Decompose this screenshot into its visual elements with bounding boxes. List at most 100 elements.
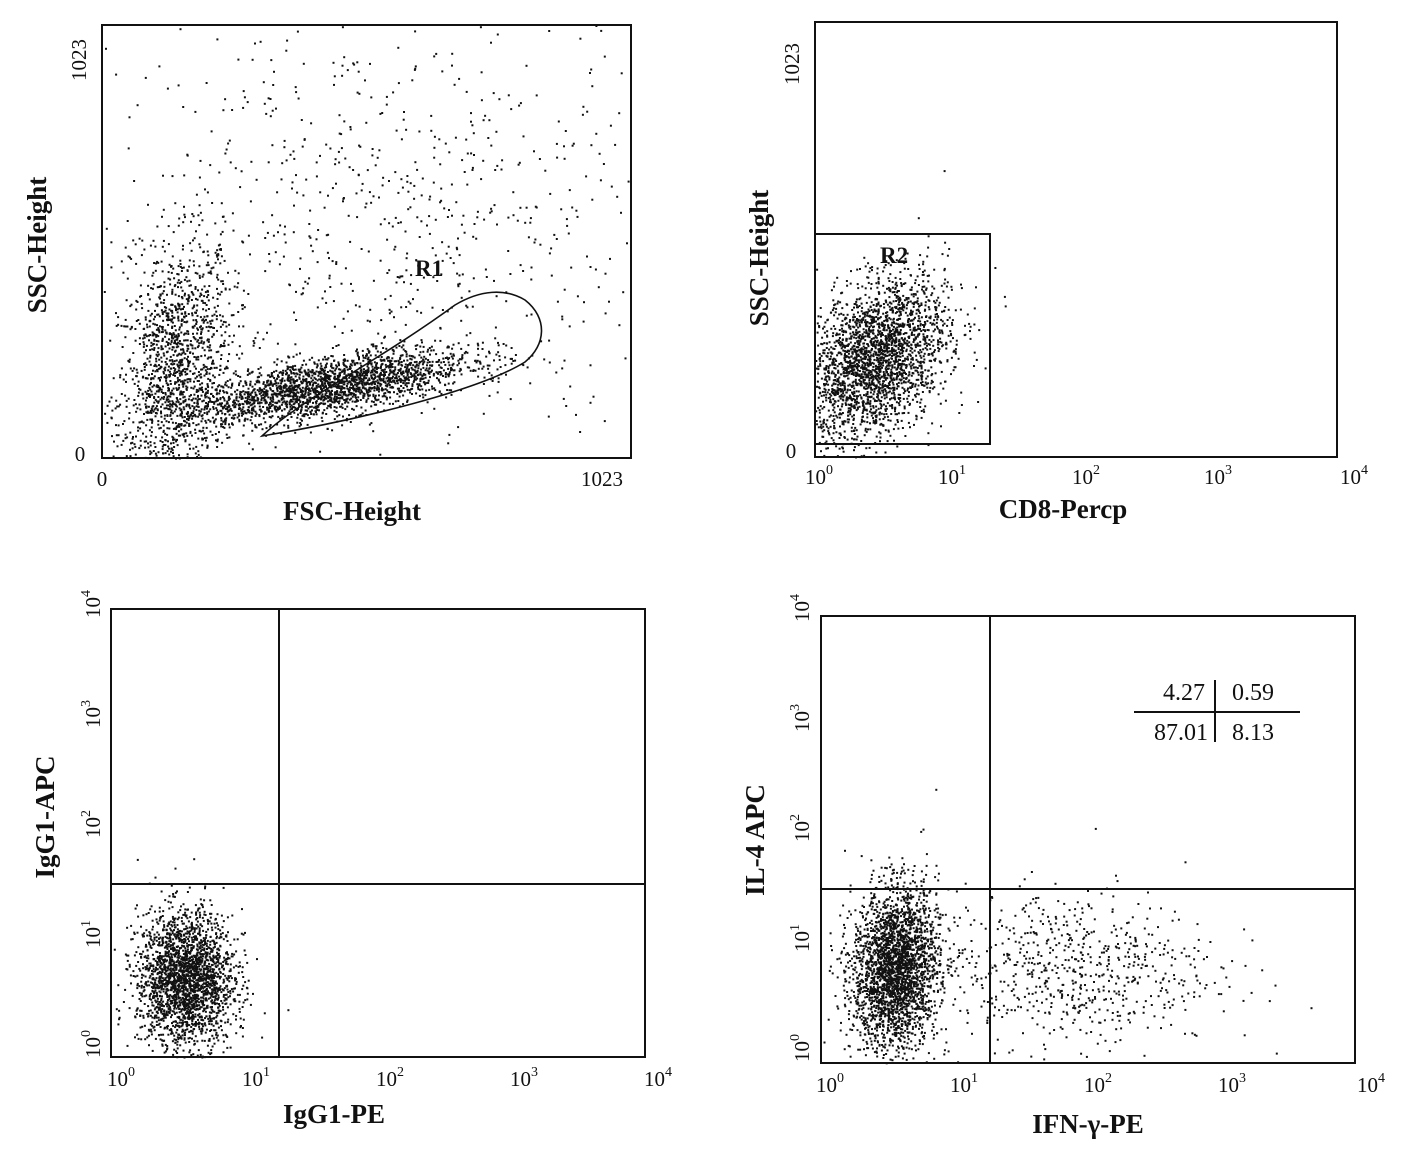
event-dot xyxy=(139,408,142,411)
event-dot xyxy=(203,412,206,414)
event-dot xyxy=(866,361,869,364)
event-dot xyxy=(585,175,588,178)
event-dot xyxy=(316,306,319,309)
event-dot xyxy=(155,328,158,331)
event-dot xyxy=(221,441,224,444)
event-dot xyxy=(307,394,310,397)
event-dot xyxy=(208,397,211,400)
event-dot xyxy=(563,288,566,291)
event-dot xyxy=(406,180,409,183)
event-dot xyxy=(597,286,600,289)
event-dot xyxy=(333,406,336,408)
event-dot xyxy=(482,383,485,385)
event-dot xyxy=(240,170,243,173)
event-dot xyxy=(305,385,308,388)
event-dot xyxy=(179,282,181,285)
event-dot xyxy=(207,401,210,403)
event-dot xyxy=(921,288,923,291)
event-dot xyxy=(236,389,239,392)
event-dot xyxy=(335,182,337,185)
event-dot xyxy=(168,405,171,408)
event-dot xyxy=(411,368,414,371)
event-dot xyxy=(408,379,410,382)
event-dot xyxy=(428,232,431,235)
event-dot xyxy=(408,368,410,371)
event-dot xyxy=(157,313,160,316)
event-dot xyxy=(860,396,863,399)
event-dot xyxy=(897,362,900,365)
event-dot xyxy=(485,355,488,358)
event-dot xyxy=(841,339,844,341)
event-dot xyxy=(178,403,181,406)
event-dot xyxy=(238,418,241,421)
event-dot xyxy=(322,358,325,361)
event-dot xyxy=(411,387,414,390)
event-dot xyxy=(872,406,875,409)
event-dot xyxy=(153,396,156,398)
event-dot xyxy=(411,79,414,82)
event-dot xyxy=(530,313,533,316)
event-dot xyxy=(361,349,364,352)
event-dot xyxy=(231,341,234,344)
event-dot xyxy=(329,406,332,409)
event-dot xyxy=(402,348,405,351)
event-dot xyxy=(179,364,182,367)
event-dot xyxy=(875,451,878,454)
event-dot xyxy=(180,353,183,356)
event-dot xyxy=(339,380,341,383)
event-dot xyxy=(174,329,177,332)
event-dot xyxy=(212,266,215,269)
event-dot xyxy=(201,382,204,385)
event-dot xyxy=(331,187,334,190)
event-dot xyxy=(145,435,148,438)
event-dot xyxy=(477,353,480,356)
event-dot xyxy=(364,372,367,375)
event-dot xyxy=(907,380,910,383)
event-dot xyxy=(391,363,394,365)
event-dot xyxy=(129,448,131,451)
event-dot xyxy=(466,183,469,186)
event-dot xyxy=(565,405,568,407)
event-dot xyxy=(162,372,165,375)
event-dot xyxy=(326,251,329,254)
event-dot xyxy=(198,387,201,390)
event-dot xyxy=(186,386,189,389)
event-dot xyxy=(216,446,219,448)
event-dot xyxy=(483,376,486,379)
event-dot xyxy=(149,396,151,398)
event-dot xyxy=(327,233,330,236)
event-dot xyxy=(319,385,321,388)
event-dot xyxy=(434,339,437,342)
event-dot xyxy=(134,403,137,406)
event-dot xyxy=(205,371,208,374)
event-dot xyxy=(295,290,297,293)
event-dot xyxy=(179,28,182,31)
event-dot xyxy=(896,413,898,416)
event-dot xyxy=(471,169,474,171)
event-dot xyxy=(390,359,393,362)
event-dot xyxy=(271,400,274,403)
event-dot xyxy=(429,376,431,379)
event-dot xyxy=(220,423,222,426)
event-dot xyxy=(167,312,170,315)
event-dot xyxy=(155,360,158,363)
event-dot xyxy=(419,345,422,348)
event-dot xyxy=(296,30,299,33)
event-dot xyxy=(324,380,327,383)
event-dot xyxy=(345,365,348,368)
event-dot xyxy=(125,373,127,376)
event-dot xyxy=(207,386,210,389)
event-dot xyxy=(183,305,185,308)
event-dot xyxy=(463,171,466,173)
event-dot xyxy=(463,231,466,234)
event-dot xyxy=(174,284,177,286)
event-dot xyxy=(866,413,869,416)
event-dot xyxy=(171,291,174,293)
event-dot xyxy=(252,409,255,412)
event-dot xyxy=(186,302,189,305)
event-dot xyxy=(298,404,301,407)
event-dot xyxy=(165,404,168,407)
event-dot xyxy=(311,374,314,377)
event-dot xyxy=(319,375,322,378)
event-dot xyxy=(147,293,150,295)
